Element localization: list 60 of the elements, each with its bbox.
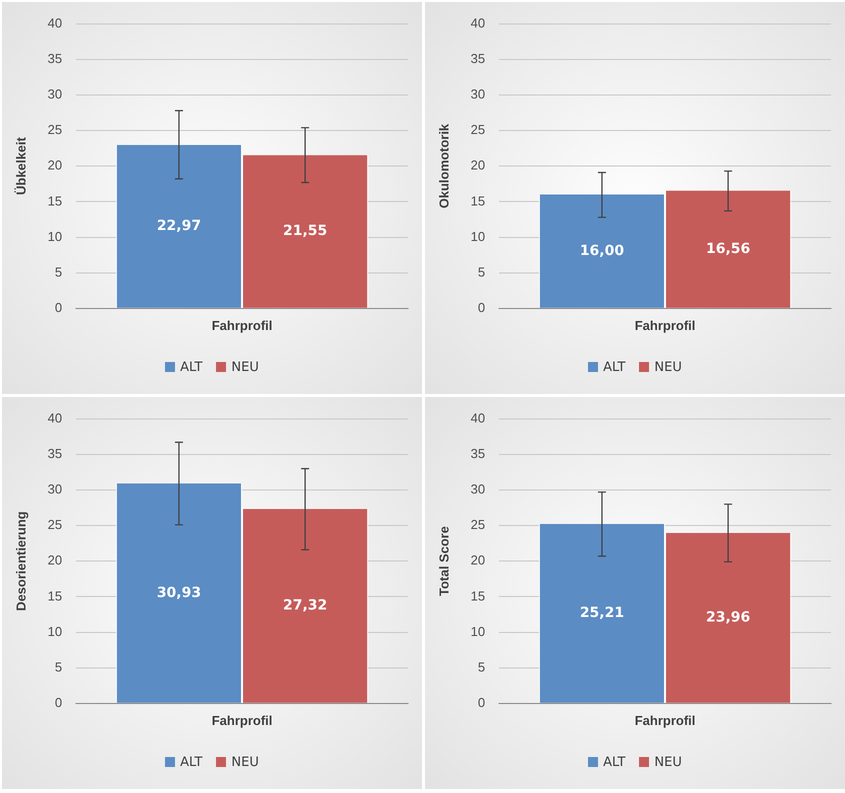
y-tick-label: 5 (54, 264, 62, 280)
legend-label: ALT (180, 360, 202, 374)
legend-label: NEU (654, 360, 682, 374)
data-label: 16,00 (580, 242, 624, 259)
y-tick-label: 10 (48, 228, 62, 244)
y-tick-label: 40 (48, 15, 62, 30)
y-tick-label: 30 (48, 482, 62, 497)
data-label: 30,93 (156, 584, 202, 601)
y-tick-label: 35 (48, 50, 62, 66)
y-axis-title: Desorientierung (13, 511, 28, 611)
legend-label: ALT (603, 754, 626, 770)
y-tick-label: 10 (470, 624, 486, 639)
x-tick-label: Fahrprofil (212, 318, 272, 333)
y-tick-label: 5 (478, 659, 486, 674)
y-tick-label: 15 (48, 193, 62, 208)
y-tick-label: 20 (48, 552, 62, 568)
data-label: 16,56 (706, 240, 750, 257)
y-tick-label: 0 (54, 694, 62, 710)
y-tick-label: 20 (48, 158, 62, 173)
y-tick-label: 30 (48, 86, 62, 102)
y-tick-label: 20 (470, 158, 486, 173)
x-tick-label: Fahrprofil (212, 712, 272, 728)
y-tick-label: 5 (54, 659, 62, 674)
y-axis-title: Total Score (436, 526, 452, 596)
y-tick-label: 0 (478, 694, 486, 710)
y-tick-label: 25 (470, 122, 486, 138)
legend-label: NEU (231, 360, 259, 374)
y-tick-label: 25 (48, 517, 62, 532)
y-tick-label: 0 (478, 300, 486, 315)
y-tick-label: 25 (470, 517, 486, 532)
y-tick-label: 15 (470, 588, 486, 604)
y-tick-label: 35 (48, 446, 62, 461)
x-tick-label: Fahrprofil (634, 318, 696, 333)
data-label: 22,97 (156, 218, 202, 234)
y-tick-label: 15 (470, 193, 486, 208)
y-tick-label: 5 (478, 264, 486, 280)
legend-label: ALT (180, 754, 202, 770)
y-tick-label: 35 (470, 50, 486, 66)
data-label: 25,21 (580, 605, 624, 622)
y-axis-title: Übkelkeit (13, 136, 28, 196)
data-label: 21,55 (282, 223, 328, 240)
legend-label: ALT (603, 360, 626, 374)
y-tick-label: 30 (470, 86, 486, 102)
y-tick-label: 30 (470, 482, 486, 497)
y-tick-label: 0 (54, 300, 62, 315)
legend-label: NEU (231, 754, 259, 770)
y-tick-label: 20 (470, 552, 486, 568)
data-label: 23,96 (706, 610, 750, 626)
data-label: 27,32 (282, 598, 328, 614)
y-tick-label: 40 (470, 410, 486, 426)
y-tick-label: 25 (48, 122, 62, 138)
y-tick-label: 40 (470, 15, 486, 30)
y-tick-label: 15 (48, 588, 62, 604)
y-axis-title: Okulomotorik (436, 123, 452, 208)
y-tick-label: 35 (470, 446, 486, 461)
legend-label: NEU (654, 754, 682, 770)
x-tick-label: Fahrprofil (634, 712, 696, 728)
y-tick-label: 10 (48, 624, 62, 639)
y-tick-label: 10 (470, 228, 486, 244)
y-tick-label: 40 (48, 410, 62, 426)
